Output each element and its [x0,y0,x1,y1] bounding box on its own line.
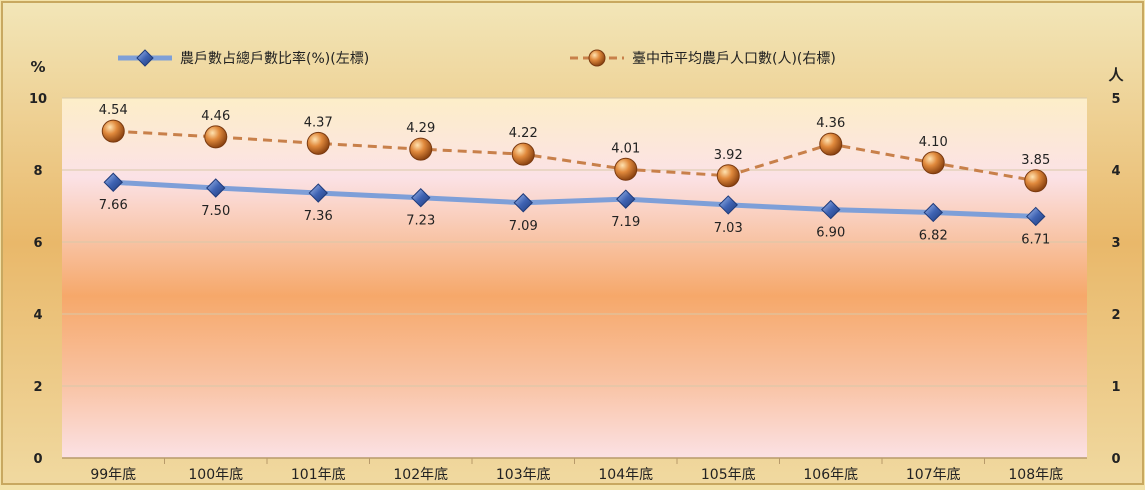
data-label-population: 3.92 [714,148,743,163]
data-label-population: 3.85 [1021,153,1050,168]
data-label-population: 4.10 [919,135,948,150]
data-point-population [409,137,433,161]
data-point-population [101,119,125,143]
data-point-ratio [821,199,841,220]
data-label-population: 4.54 [99,103,128,118]
legend-marker-population [588,49,606,67]
data-point-population [614,157,638,181]
y-right-unit: 人 [1108,66,1124,84]
data-point-ratio [513,193,533,213]
series-line-farm-household-ratio [113,179,1036,219]
x-tick-label: 105年底 [701,467,756,483]
x-tick-label: 102年底 [393,467,448,483]
y-right-tick-label: 5 [1111,92,1120,107]
x-tick-label: 104年底 [598,467,653,483]
data-label-ratio: 6.82 [919,228,948,243]
data-label-ratio: 7.19 [611,215,640,230]
x-tick-label: 99年底 [90,467,136,483]
data-point-ratio [1026,206,1046,227]
data-point-population [921,151,945,175]
x-tick-label: 100年底 [188,467,243,483]
data-label-ratio: 7.23 [406,214,435,229]
x-tick-label: 103年底 [496,467,551,483]
y-right-tick-label: 0 [1111,452,1120,467]
axes: 0 2 4 6 8 10 0 1 2 3 4 5% 人 99年底 100年底 101年底 102年底 103年底 1… [29,58,1125,483]
data-point-population [306,131,330,155]
data-point-ratio [718,195,738,215]
data-label-ratio: 6.90 [816,226,845,241]
x-tick-label: 106年底 [803,467,858,483]
data-label-ratio: 7.09 [509,219,538,234]
data-point-ratio [616,189,636,209]
data-point-ratio [103,172,123,192]
data-point-population [511,142,535,166]
data-label-ratio: 7.36 [304,209,333,224]
data-label-population: 4.36 [816,116,845,131]
y-right-tick-label: 1 [1111,380,1120,395]
series-line-avg-household-population [113,129,1037,183]
data-point-ratio [206,178,226,198]
x-tick-label: 108年底 [1008,467,1063,483]
y-left-tick-label: 4 [33,308,42,323]
legend-label-ratio: 農戶數占總戶數比率(%)(左標) [180,50,369,67]
data-label-ratio: 7.50 [201,204,230,219]
data-label-ratio: 7.03 [714,221,743,236]
series-group: 7.66 7.50 7.36 7.23 7.09 7.19 7.03 6.90 6.82 6.71… [99,103,1050,247]
legend-label-population: 臺中市平均農戶人口數(人)(右標) [632,50,836,67]
data-point-population [1024,169,1048,193]
data-point-population [716,164,740,188]
y-left-tick-label: 6 [33,236,42,251]
plot-area [62,98,1087,458]
data-label-population: 4.29 [406,121,435,136]
gridlines [62,97,1087,387]
y-right-tick-label: 3 [1111,236,1120,251]
y-left-unit: % [30,58,45,76]
data-label-ratio: 6.71 [1021,232,1050,247]
x-tick-label: 107年底 [906,467,961,483]
legend: 農戶數占總戶數比率(%)(左標) 臺中市平均農戶人口數(人)(右標) [118,49,836,67]
legend-marker-ratio [136,49,154,67]
y-left-tick-label: 8 [33,164,42,179]
y-left-tick-label: 10 [29,92,47,107]
data-point-population [819,132,843,156]
x-tick-label: 101年底 [291,467,346,483]
data-point-ratio [411,188,431,208]
data-label-population: 4.37 [304,115,333,130]
y-left-tick-label: 0 [33,452,42,467]
data-point-ratio [308,183,328,203]
data-label-ratio: 7.66 [99,198,128,213]
data-label-population: 4.01 [611,141,640,156]
data-label-population: 4.46 [201,109,230,124]
y-left-tick-label: 2 [33,380,42,395]
y-right-tick-label: 2 [1111,308,1120,323]
data-point-population [204,125,228,149]
data-point-ratio [923,202,943,223]
y-right-tick-label: 4 [1111,164,1120,179]
data-label-population: 4.22 [509,126,538,141]
